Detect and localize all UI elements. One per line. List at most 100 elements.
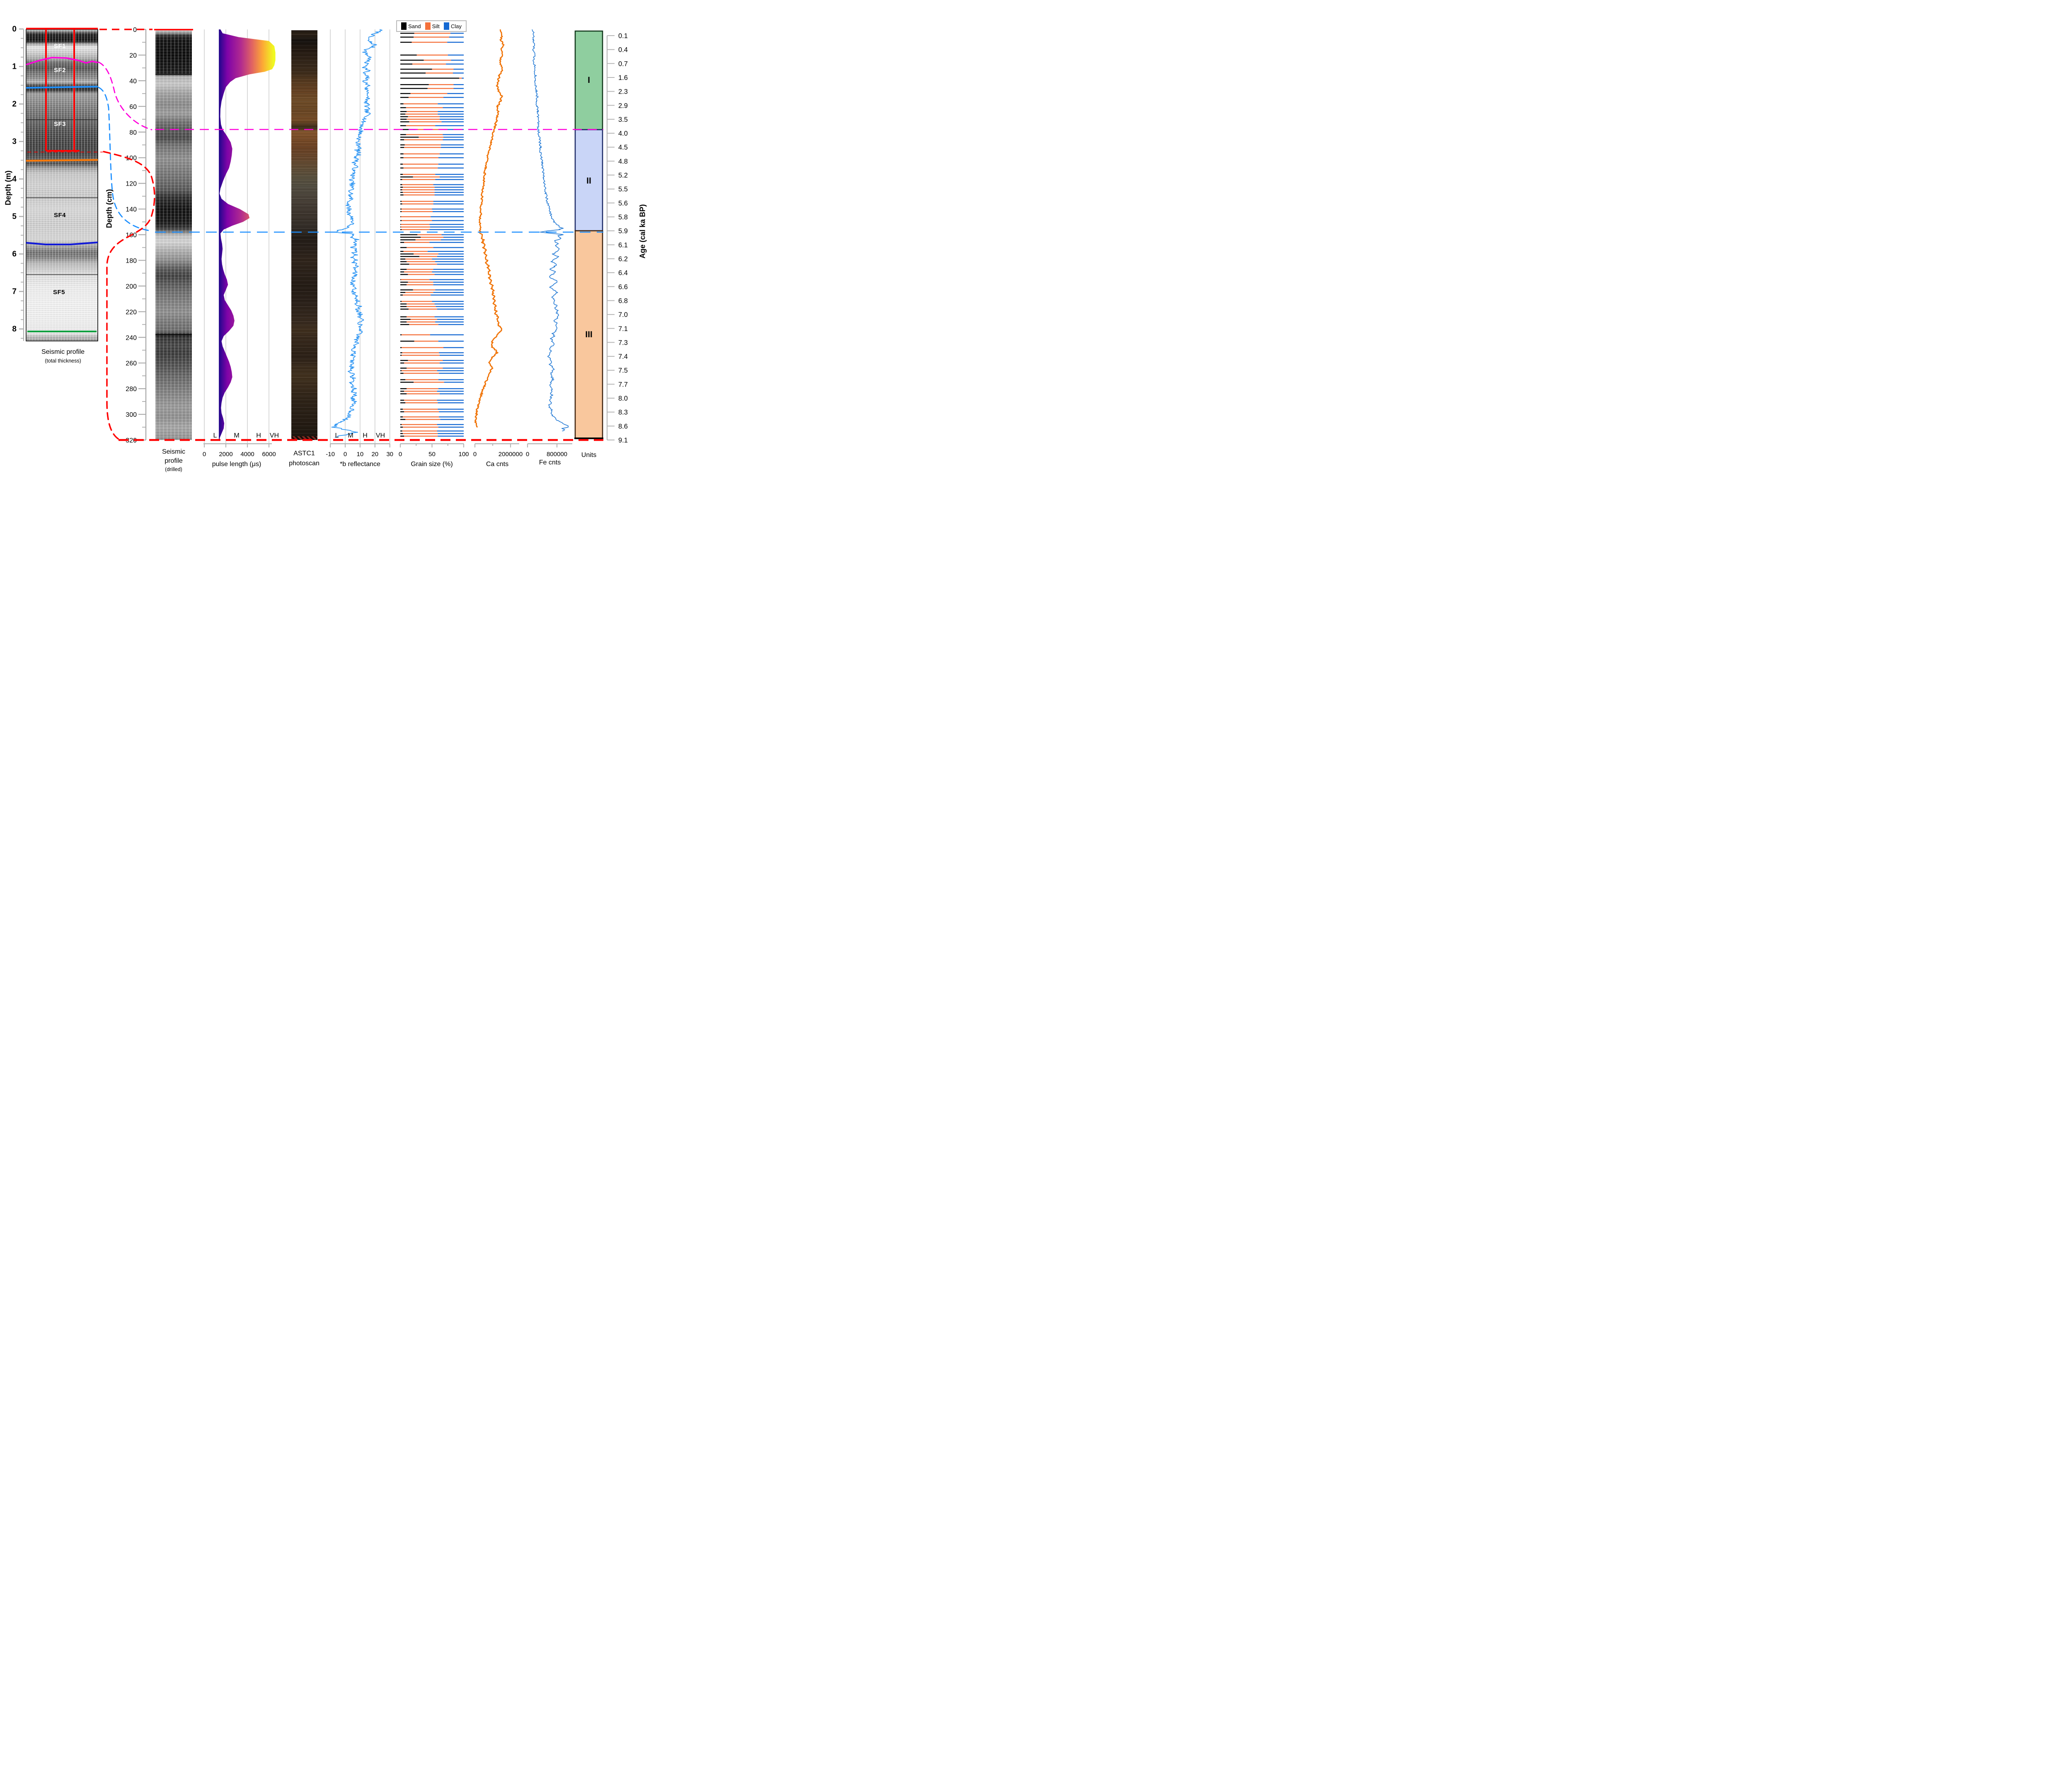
svg-text:7.1: 7.1 xyxy=(618,325,628,333)
svg-text:120: 120 xyxy=(126,181,137,188)
svg-text:7.7: 7.7 xyxy=(618,381,628,388)
seismic-profile-drilled-image xyxy=(155,30,192,440)
core-correlation-figure: SF1 SF2 SF3 SF4 SF5 Sand Silt Clay Depth (… xyxy=(0,0,649,474)
svg-text:H: H xyxy=(363,432,368,439)
b-reflectance-panel: -10 0 10 20 30 L M H VH xyxy=(326,29,393,458)
svg-text:1: 1 xyxy=(12,63,17,71)
svg-text:60: 60 xyxy=(129,104,137,111)
legend-item-clay: Clay xyxy=(443,22,462,30)
svg-text:7: 7 xyxy=(12,288,17,296)
svg-text:100: 100 xyxy=(458,451,469,458)
svg-text:M: M xyxy=(348,432,353,439)
svg-text:I: I xyxy=(588,75,590,85)
drilled-caption-3: (drilled) xyxy=(165,467,182,472)
figure-vector-overlay: 0123456780204060801001201401601802002202… xyxy=(12,25,628,458)
fe-axis-title: Fe cnts xyxy=(539,459,561,466)
svg-text:260: 260 xyxy=(126,360,137,367)
svg-text:5.2: 5.2 xyxy=(618,172,628,179)
svg-text:0: 0 xyxy=(399,451,402,458)
svg-text:3.5: 3.5 xyxy=(618,116,628,123)
age-axis: 0.1 0.4 0.7 1.6 2.3 2.9 3.5 4.0 4.5 4.8 5.2 5.5 5.6 5… xyxy=(606,32,628,444)
sand-swatch xyxy=(401,22,407,30)
svg-text:50: 50 xyxy=(428,451,436,458)
svg-text:0.4: 0.4 xyxy=(618,46,628,54)
drilled-caption-2: profile xyxy=(165,457,183,464)
svg-text:0: 0 xyxy=(133,27,137,34)
svg-text:80: 80 xyxy=(129,129,137,136)
depth-cm-axis: 0204060801001201401601802002202402602803… xyxy=(126,27,147,444)
svg-text:L: L xyxy=(335,432,339,439)
svg-text:6.6: 6.6 xyxy=(618,283,628,291)
pulse-axis-title: pulse length (μs) xyxy=(212,461,261,468)
svg-text:4.0: 4.0 xyxy=(618,130,628,138)
svg-text:0: 0 xyxy=(12,25,17,34)
svg-text:VH: VH xyxy=(270,432,279,439)
reflectance-axis-title: *b reflectance xyxy=(340,461,380,468)
svg-text:100: 100 xyxy=(126,155,137,162)
svg-text:III: III xyxy=(585,330,593,339)
svg-text:180: 180 xyxy=(126,257,137,264)
svg-text:6: 6 xyxy=(12,250,17,259)
left-panel-subcaption: (total thickness) xyxy=(45,358,81,364)
svg-text:0: 0 xyxy=(344,451,347,458)
sf2-label: SF2 xyxy=(54,67,66,74)
svg-text:8.6: 8.6 xyxy=(618,423,628,430)
legend-label: Sand xyxy=(408,23,421,29)
svg-text:5.8: 5.8 xyxy=(618,214,628,221)
svg-text:10: 10 xyxy=(357,451,364,458)
grainsize-axis-title: Grain size (%) xyxy=(411,461,453,468)
svg-text:800000: 800000 xyxy=(547,451,567,458)
svg-text:2.3: 2.3 xyxy=(618,88,628,96)
svg-text:240: 240 xyxy=(126,334,137,341)
grain-size-panel: 0 50 100 xyxy=(399,33,469,458)
core-photoscan-image xyxy=(291,30,317,440)
ca-axis-title: Ca cnts xyxy=(486,461,509,468)
svg-text:0: 0 xyxy=(526,451,529,458)
legend-label: Silt xyxy=(432,23,440,29)
svg-text:7.5: 7.5 xyxy=(618,367,628,375)
svg-text:6.1: 6.1 xyxy=(618,242,628,249)
svg-text:40: 40 xyxy=(129,78,137,85)
left-seismic-panel-graphics: 0 1 2 3 4 5 6 7 8 xyxy=(12,25,103,341)
svg-text:280: 280 xyxy=(126,386,137,393)
svg-text:20: 20 xyxy=(129,52,137,59)
seismic-profile-total-image xyxy=(26,29,98,341)
svg-text:VH: VH xyxy=(376,432,385,439)
svg-text:7.3: 7.3 xyxy=(618,339,628,346)
ca-counts-panel: 0 2000000 xyxy=(473,29,523,458)
sf5-label: SF5 xyxy=(53,289,65,296)
svg-text:220: 220 xyxy=(126,309,137,316)
svg-text:M: M xyxy=(234,432,239,439)
fe-counts-panel: 0 800000 xyxy=(526,29,572,458)
svg-text:6.8: 6.8 xyxy=(618,297,628,305)
grain-size-legend: Sand Silt Clay xyxy=(396,20,467,32)
sf4-label: SF4 xyxy=(54,212,66,219)
svg-text:140: 140 xyxy=(126,206,137,213)
correlation-lines xyxy=(98,29,603,441)
svg-text:L: L xyxy=(213,432,217,439)
legend-item-sand: Sand xyxy=(401,22,421,30)
drilled-caption-1: Seismic xyxy=(162,448,185,455)
svg-text:0: 0 xyxy=(203,451,206,458)
svg-text:6.4: 6.4 xyxy=(618,269,628,277)
svg-text:4: 4 xyxy=(12,175,17,184)
svg-text:8: 8 xyxy=(12,325,17,334)
svg-text:30: 30 xyxy=(386,451,393,458)
svg-text:0.1: 0.1 xyxy=(618,32,628,40)
svg-text:-10: -10 xyxy=(326,451,335,458)
svg-text:20: 20 xyxy=(371,451,378,458)
svg-text:2000: 2000 xyxy=(219,451,232,458)
svg-text:7.0: 7.0 xyxy=(618,311,628,319)
svg-text:7.4: 7.4 xyxy=(618,353,628,360)
photoscan-caption-1: ASTC1 xyxy=(293,450,315,457)
svg-text:3: 3 xyxy=(12,138,17,146)
svg-text:2: 2 xyxy=(12,100,17,109)
svg-text:8.3: 8.3 xyxy=(618,409,628,416)
svg-text:4000: 4000 xyxy=(240,451,254,458)
legend-label: Clay xyxy=(450,23,462,29)
svg-text:5.6: 5.6 xyxy=(618,200,628,207)
svg-text:H: H xyxy=(256,432,261,439)
svg-text:320: 320 xyxy=(126,437,137,444)
svg-text:5.9: 5.9 xyxy=(618,227,628,235)
svg-text:0: 0 xyxy=(473,451,477,458)
